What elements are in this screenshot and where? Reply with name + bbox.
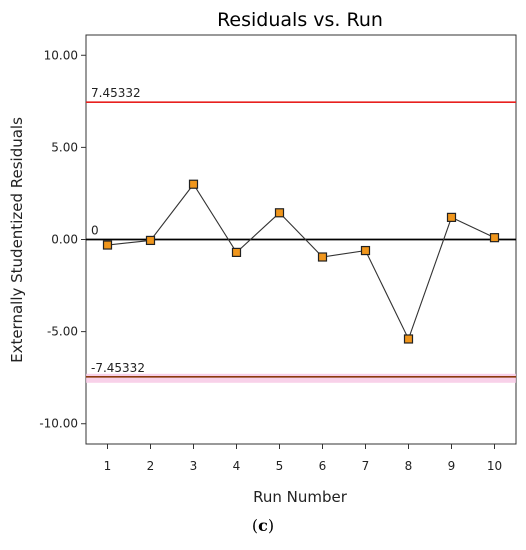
x-tick-label: 10 bbox=[487, 459, 502, 473]
residual-series bbox=[102, 179, 500, 344]
x-tick-label: 5 bbox=[276, 459, 284, 473]
x-tick-label: 1 bbox=[104, 459, 112, 473]
data-point bbox=[102, 240, 113, 250]
y-tick-label: 5.00 bbox=[51, 140, 78, 154]
reference-line-label: 7.45332 bbox=[91, 86, 141, 100]
reference-lines: 7.45332 0 -7.45332 bbox=[86, 86, 516, 383]
x-tick-label: 7 bbox=[362, 459, 370, 473]
caption-close: ) bbox=[267, 516, 275, 535]
x-tick-label: 8 bbox=[405, 459, 413, 473]
y-tick-label: 10.00 bbox=[44, 48, 78, 62]
x-axis-ticks: 1 2 3 4 5 6 7 8 9 10 bbox=[104, 444, 502, 473]
data-point bbox=[317, 252, 328, 262]
figure-caption: (c) bbox=[0, 516, 526, 535]
x-tick-label: 4 bbox=[233, 459, 241, 473]
residuals-chart: Residuals vs. Run 10.00 5.00 0.00 -5.00 -10.… bbox=[8, 9, 517, 506]
reference-line-glow bbox=[86, 373, 516, 383]
reference-line-label: -7.45332 bbox=[91, 361, 145, 375]
data-point bbox=[274, 208, 285, 218]
x-tick-label: 2 bbox=[147, 459, 155, 473]
chart-title: Residuals vs. Run bbox=[217, 9, 383, 31]
reference-line-label: 0 bbox=[91, 224, 99, 238]
y-tick-label: -5.00 bbox=[47, 325, 78, 339]
x-tick-label: 6 bbox=[319, 459, 327, 473]
x-tick-label: 9 bbox=[448, 459, 456, 473]
y-axis-label: Externally Studentized Residuals bbox=[8, 117, 26, 363]
x-axis-label: Run Number bbox=[253, 488, 348, 506]
data-point bbox=[403, 334, 414, 344]
data-point bbox=[188, 179, 199, 189]
data-point bbox=[360, 245, 371, 256]
data-point bbox=[489, 233, 500, 243]
data-point bbox=[446, 212, 457, 222]
data-point bbox=[231, 247, 242, 257]
data-point bbox=[145, 235, 156, 246]
x-tick-label: 3 bbox=[190, 459, 198, 473]
series-line bbox=[107, 183, 495, 341]
y-tick-label: 0.00 bbox=[51, 233, 78, 247]
y-axis-ticks: 10.00 5.00 0.00 -5.00 -10.00 bbox=[39, 48, 86, 431]
caption-letter: c bbox=[258, 516, 268, 535]
y-tick-label: -10.00 bbox=[39, 417, 78, 431]
caption-open: ( bbox=[251, 516, 259, 535]
